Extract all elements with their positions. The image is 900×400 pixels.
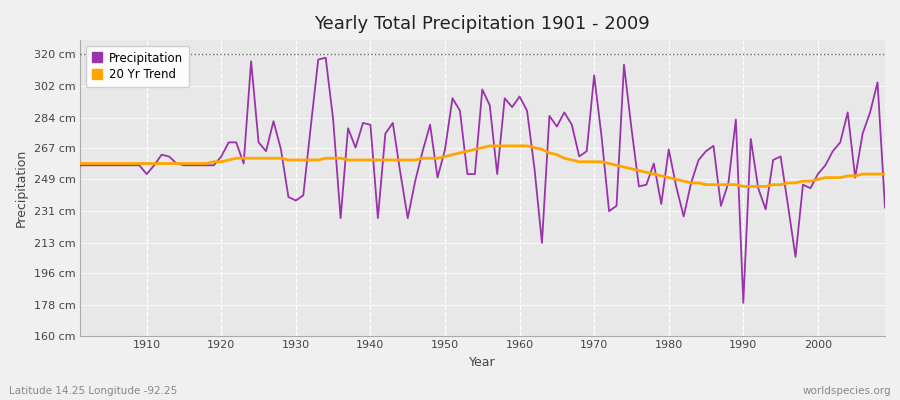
Text: Latitude 14.25 Longitude -92.25: Latitude 14.25 Longitude -92.25 [9, 386, 177, 396]
Text: worldspecies.org: worldspecies.org [803, 386, 891, 396]
Title: Yearly Total Precipitation 1901 - 2009: Yearly Total Precipitation 1901 - 2009 [314, 15, 650, 33]
X-axis label: Year: Year [469, 356, 496, 369]
Legend: Precipitation, 20 Yr Trend: Precipitation, 20 Yr Trend [86, 46, 189, 87]
Y-axis label: Precipitation: Precipitation [15, 149, 28, 227]
